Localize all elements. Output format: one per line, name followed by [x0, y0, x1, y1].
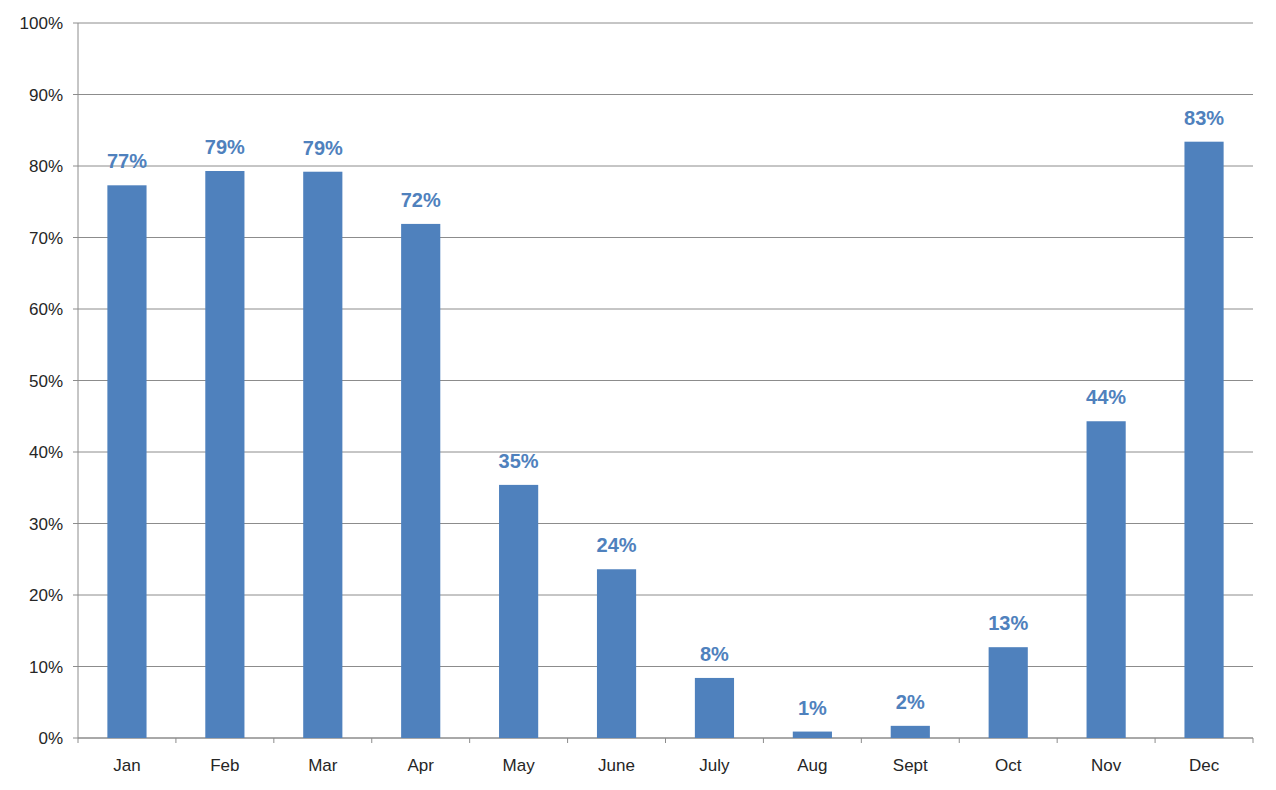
bar [1087, 421, 1126, 738]
data-label: 79% [303, 137, 343, 159]
x-tick [959, 738, 960, 743]
bar [401, 224, 440, 738]
bar [793, 732, 832, 738]
grid-line [78, 523, 1253, 524]
x-tick [1155, 738, 1156, 743]
y-tick-label: 80% [29, 157, 63, 176]
chart: 0% 10% 20% 30% 40% 50% 60% 70% 80% 90% 100% 77% 79% 7… [0, 0, 1276, 790]
data-label: 2% [896, 691, 925, 713]
y-tick-label: 40% [29, 443, 63, 462]
y-tick-label: 90% [29, 86, 63, 105]
data-label: 24% [597, 534, 637, 556]
bar [891, 726, 930, 738]
data-label: 13% [988, 612, 1028, 634]
x-tick [469, 738, 470, 743]
x-tick [1057, 738, 1058, 743]
x-tick-label: June [598, 756, 635, 775]
data-label: 83% [1184, 107, 1224, 129]
data-label: 1% [798, 697, 827, 719]
bar [107, 185, 146, 738]
grid-line [78, 237, 1253, 238]
y-tick-label: 20% [29, 586, 63, 605]
data-label: 72% [401, 189, 441, 211]
y-tick [73, 595, 78, 596]
y-tick-label: 0% [38, 729, 63, 748]
y-tick-label: 70% [29, 229, 63, 248]
data-label: 44% [1086, 386, 1126, 408]
x-tick-label: Nov [1091, 756, 1122, 775]
bar [989, 647, 1028, 738]
y-tick [73, 666, 78, 667]
y-tick-label: 60% [29, 300, 63, 319]
y-tick [73, 94, 78, 95]
grid-line [78, 23, 1253, 24]
x-tick-label: Feb [210, 756, 239, 775]
y-tick [73, 166, 78, 167]
x-tick-label: July [699, 756, 730, 775]
y-tick [73, 380, 78, 381]
bar [1184, 142, 1223, 738]
x-tick-label: Apr [407, 756, 434, 775]
data-label: 35% [499, 450, 539, 472]
y-tick-label: 10% [29, 658, 63, 677]
grid-line [78, 309, 1253, 310]
data-label: 79% [205, 136, 245, 158]
x-tick [665, 738, 666, 743]
bar [303, 172, 342, 738]
grid-line [78, 595, 1253, 596]
grid-line [78, 94, 1253, 95]
y-tick [73, 452, 78, 453]
y-axis [78, 23, 79, 738]
x-tick [1253, 738, 1254, 743]
y-tick [73, 309, 78, 310]
y-tick [73, 237, 78, 238]
x-tick-label: Jan [113, 756, 140, 775]
x-tick-label: May [503, 756, 536, 775]
y-tick [73, 738, 78, 739]
bar [499, 485, 538, 738]
x-tick-label: Dec [1189, 756, 1220, 775]
bar [597, 569, 636, 738]
x-tick [175, 738, 176, 743]
x-tick-label: Sept [893, 756, 928, 775]
x-tick-label: Oct [995, 756, 1022, 775]
data-label: 77% [107, 150, 147, 172]
grid-line [78, 380, 1253, 381]
data-label: 8% [700, 643, 729, 665]
x-tick [273, 738, 274, 743]
grid-line [78, 666, 1253, 667]
y-tick-label: 30% [29, 515, 63, 534]
bars [107, 142, 1223, 738]
x-tick-label: Mar [308, 756, 338, 775]
x-tick [78, 738, 79, 743]
bar [205, 171, 244, 738]
x-tick [567, 738, 568, 743]
y-tick [73, 523, 78, 524]
bar [695, 678, 734, 738]
grid-line [78, 166, 1253, 167]
x-tick [861, 738, 862, 743]
y-tick-label: 50% [29, 372, 63, 391]
x-tick-label: Aug [797, 756, 827, 775]
grid-line [78, 452, 1253, 453]
x-tick [371, 738, 372, 743]
y-tick-label: 100% [20, 14, 63, 33]
y-tick [73, 23, 78, 24]
x-tick [763, 738, 764, 743]
